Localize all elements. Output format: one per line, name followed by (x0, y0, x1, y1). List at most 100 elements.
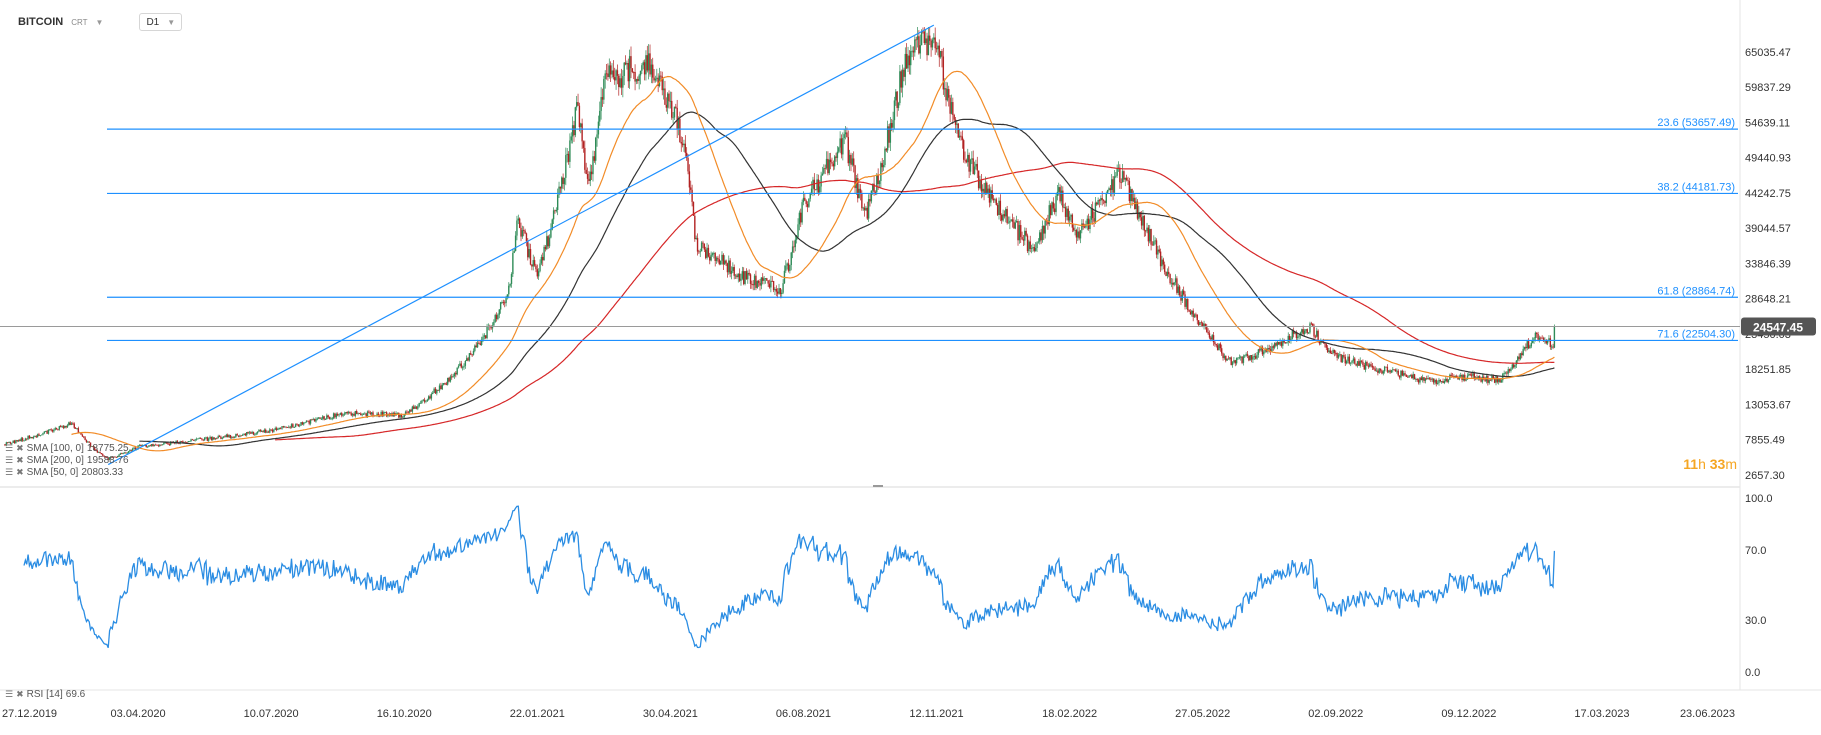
candle (499, 301, 502, 314)
candle-body (556, 194, 559, 211)
candle-body (1193, 314, 1196, 318)
candle-body (1355, 363, 1357, 366)
menu-icon[interactable]: ☰ (5, 689, 14, 699)
candle-body (823, 168, 825, 174)
menu-icon[interactable]: ☰ (5, 455, 14, 465)
candle (508, 282, 510, 299)
candle-body (984, 182, 987, 194)
candle (580, 122, 582, 134)
close-icon[interactable]: ✖ (16, 443, 24, 453)
candle (1355, 363, 1357, 367)
candle-body (1184, 294, 1186, 307)
candle (100, 452, 103, 455)
candle-body (129, 449, 131, 452)
candle (470, 350, 472, 356)
candle-body (404, 411, 407, 415)
candle-body (1390, 370, 1393, 373)
candle (1009, 216, 1011, 230)
candle (1117, 161, 1120, 172)
candle-body (84, 437, 86, 440)
close-icon[interactable]: ✖ (16, 467, 24, 477)
candle-body (645, 55, 647, 75)
candle (633, 71, 635, 80)
candle-body (512, 252, 514, 275)
candle (385, 411, 388, 418)
candle-body (1359, 360, 1361, 366)
candle (1364, 360, 1367, 373)
candle-body (714, 253, 716, 261)
candle (1090, 204, 1093, 223)
symbol-name[interactable]: BITCOIN (18, 16, 64, 28)
candle (707, 244, 710, 258)
candle-body (396, 412, 399, 414)
countdown-hours-unit: h (1698, 456, 1706, 472)
candle-body (482, 336, 484, 340)
candle-body (1472, 373, 1474, 376)
candle-body (975, 163, 977, 167)
candle (668, 90, 670, 109)
candle-body (1034, 248, 1037, 251)
candle (148, 445, 150, 448)
candle (491, 322, 494, 333)
menu-icon[interactable]: ☰ (5, 467, 14, 477)
price-tick-label: 2657.30 (1745, 470, 1785, 482)
close-icon[interactable]: ✖ (16, 689, 24, 699)
candle-body (1427, 378, 1429, 379)
candle (581, 118, 583, 150)
candle-body (269, 429, 271, 433)
candle (665, 97, 668, 112)
candle-body (330, 418, 332, 420)
candle (70, 422, 73, 426)
close-icon[interactable]: ✖ (16, 455, 24, 465)
legend-rsi[interactable]: ☰ ✖ RSI [14] 69.6 (5, 689, 85, 700)
candle-body (1176, 278, 1178, 293)
candle (1060, 185, 1063, 206)
candle (647, 44, 650, 80)
chevron-down-icon[interactable]: ▼ (95, 17, 104, 27)
candle-body (624, 62, 627, 65)
candle-body (593, 156, 596, 161)
candle (858, 183, 860, 199)
candle (1047, 214, 1049, 230)
candle-body (658, 75, 661, 87)
candle (604, 70, 606, 89)
candle (1187, 298, 1189, 313)
candle (1096, 201, 1098, 206)
current-price-tag (1741, 317, 1816, 336)
candle-body (1370, 364, 1372, 366)
candle (859, 184, 862, 201)
candle-body (862, 207, 864, 209)
candle-body (817, 179, 820, 193)
legend-sma-100[interactable]: ☰ ✖ SMA [100, 0] 18775.25 (5, 443, 129, 454)
candle (548, 234, 551, 249)
menu-icon[interactable]: ☰ (5, 443, 14, 453)
candle (844, 125, 847, 140)
candle (159, 444, 161, 448)
candle-body (133, 447, 135, 449)
candle (1506, 371, 1508, 377)
legend-sma-200[interactable]: ☰ ✖ SMA [200, 0] 19588.76 (5, 455, 129, 466)
candle (1144, 229, 1147, 237)
candle-body (213, 437, 215, 440)
candle (117, 455, 119, 458)
candle (614, 67, 616, 85)
timeframe-select[interactable]: D1 ▼ (139, 13, 183, 31)
candle (908, 50, 911, 75)
candle-body (1157, 249, 1159, 255)
legend-sma-50[interactable]: ☰ ✖ SMA [50, 0] 20803.33 (5, 467, 123, 478)
candle (336, 412, 339, 417)
candle-body (27, 435, 29, 440)
candle (1382, 369, 1384, 376)
candle-body (20, 438, 22, 442)
candle-body (49, 429, 51, 431)
candle-body (369, 412, 371, 415)
candle (122, 452, 124, 455)
candle (836, 146, 839, 165)
candle-body (695, 237, 697, 240)
candle (1345, 359, 1348, 365)
candle-body (1189, 311, 1192, 315)
candle (111, 456, 113, 458)
candle-body (277, 428, 279, 431)
